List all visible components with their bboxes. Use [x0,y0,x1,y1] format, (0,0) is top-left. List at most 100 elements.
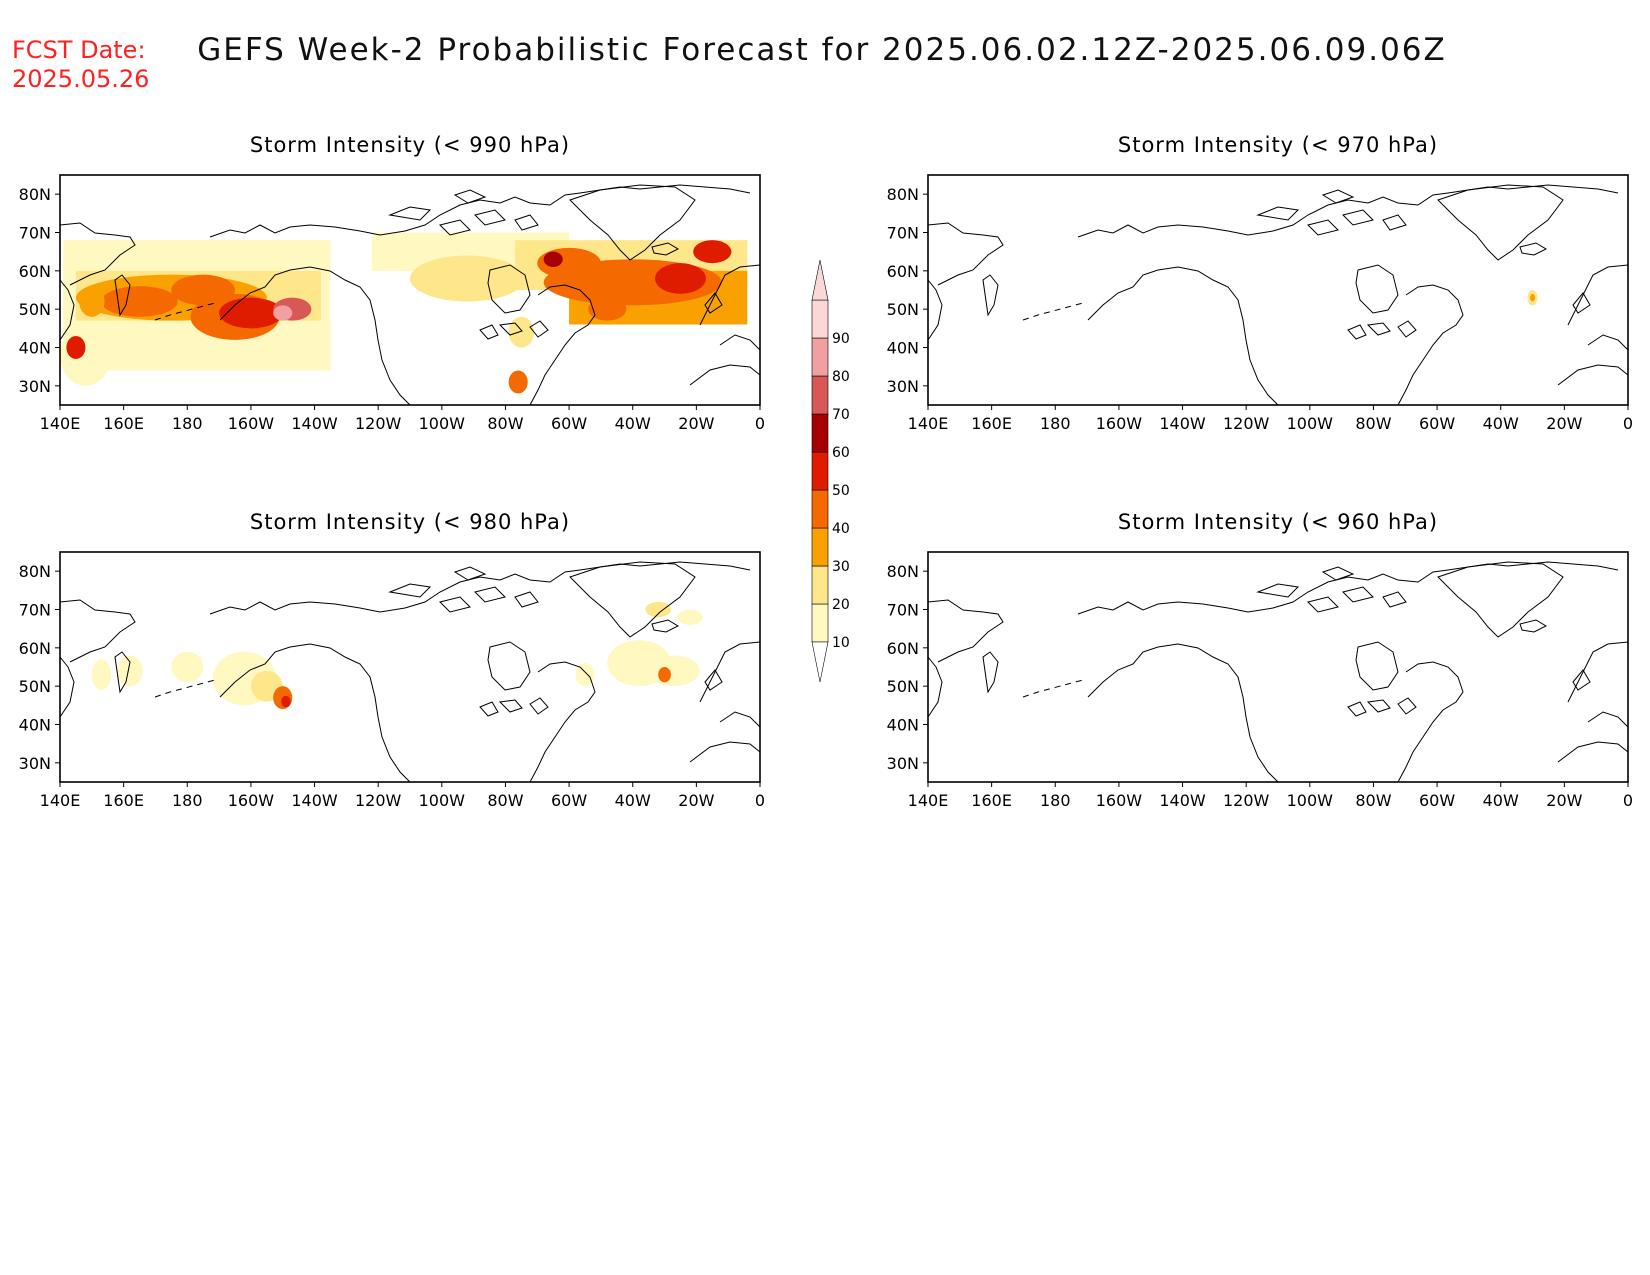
lon-tick-label: 20W [678,414,714,433]
lat-tick-label: 30N [19,377,51,396]
longitude-axis: 140E 160E 180 160W 140W 120W 100W 80W 60W 40W 20W 0 [908,405,1633,433]
probability-area [588,297,627,321]
lon-tick-label: 0 [755,414,765,433]
lat-tick-label: 80N [19,562,51,581]
lat-tick-label: 40N [887,716,919,735]
lon-tick-label: 20W [1546,414,1582,433]
lon-tick-label: 40W [615,414,651,433]
lat-tick-label: 40N [887,339,919,358]
lat-tick-label: 40N [19,339,51,358]
probability-shading [91,601,703,710]
map-panel-980: Storm Intensity (< 980 hPa) 80N 70N 60N 50N… [19,510,765,810]
latitude-axis: 80N 70N 60N 50N 40N 30N [19,185,60,396]
lon-tick-label: 100W [419,791,466,810]
colorbar-label: 10 [832,635,850,651]
coastline [927,561,1629,783]
lon-tick-label: 140E [908,414,949,433]
lon-tick-label: 180 [172,414,203,433]
lon-tick-label: 160E [103,791,144,810]
probability-area [117,655,143,687]
probability-area [101,286,178,317]
lat-tick-label: 50N [19,677,51,696]
lon-tick-label: 180 [1040,414,1071,433]
colorbar-segment [811,299,829,339]
map-frame [59,174,761,406]
probability-area [410,255,525,302]
probability-area [273,305,293,321]
lon-tick-label: 80W [487,414,523,433]
map-panel-970: Storm Intensity (< 970 hPa) 80N 70N 60N 50N… [887,133,1633,433]
lon-tick-label: 60W [551,414,587,433]
lon-tick-label: 60W [1419,414,1455,433]
lon-tick-label: 20W [678,791,714,810]
panel-title: Storm Intensity (< 990 hPa) [250,133,570,157]
probability-area [677,609,703,625]
panel-title: Storm Intensity (< 970 hPa) [1118,133,1438,157]
probability-area [648,655,700,687]
colorbar-label: 20 [832,597,850,613]
lat-tick-label: 80N [19,185,51,204]
lat-tick-label: 60N [19,262,51,281]
colorbar-segment [811,527,829,567]
lon-tick-label: 180 [1040,791,1071,810]
lon-tick-label: 0 [1623,414,1633,433]
colorbar-segment [811,375,829,415]
lat-tick-label: 50N [19,300,51,319]
lon-tick-label: 140W [1159,414,1206,433]
probability-area [658,667,671,683]
lon-tick-label: 120W [355,791,402,810]
colorbar-max-arrow [811,259,829,301]
probability-area [281,695,291,708]
colorbar-legend: 10 20 30 40 50 60 70 80 90 [811,259,850,683]
lon-tick-label: 160E [103,414,144,433]
lon-tick-label: 0 [1623,791,1633,810]
lon-tick-label: 100W [419,414,466,433]
colorbar-segment [811,337,829,377]
fcst-date-label: FCST Date: [12,36,146,64]
probability-area [693,240,732,264]
lon-tick-label: 160W [1096,414,1143,433]
lon-tick-label: 160E [971,791,1012,810]
lon-tick-label: 180 [172,791,203,810]
lat-tick-label: 70N [887,224,919,243]
probability-area [171,651,204,683]
lat-tick-label: 60N [19,639,51,658]
lon-tick-label: 40W [615,791,651,810]
lon-tick-label: 0 [755,791,765,810]
lat-tick-label: 30N [887,754,919,773]
lon-tick-label: 100W [1287,414,1334,433]
longitude-axis: 140E 160E 180 160W 140W 120W 100W 80W 60W 40W 20W 0 [40,405,765,433]
lat-tick-label: 30N [19,754,51,773]
probability-area [60,324,111,386]
lat-tick-label: 60N [887,639,919,658]
lon-tick-label: 120W [1223,414,1270,433]
map-frame [927,551,1629,783]
probability-shading [60,232,748,394]
lon-tick-label: 80W [1355,414,1391,433]
lon-tick-label: 140W [1159,791,1206,810]
lon-tick-label: 40W [1483,414,1519,433]
probability-area [91,659,111,690]
probability-area [79,286,105,317]
lon-tick-label: 80W [1355,791,1391,810]
lon-tick-label: 160W [228,791,275,810]
latitude-axis: 80N 70N 60N 50N 40N 30N [19,562,60,773]
lon-tick-label: 80W [487,791,523,810]
panel-title: Storm Intensity (< 960 hPa) [1118,510,1438,534]
colorbar-label: 90 [832,331,850,347]
latitude-axis: 80N 70N 60N 50N 40N 30N [887,562,928,773]
lon-tick-label: 100W [1287,791,1334,810]
colorbar-segment [811,413,829,453]
colorbar-segment [811,603,829,643]
lat-tick-label: 70N [19,601,51,620]
panel-title: Storm Intensity (< 980 hPa) [250,510,570,534]
probability-area [171,274,235,306]
lon-tick-label: 140E [40,791,81,810]
probability-area [66,336,86,359]
colorbar-label: 80 [832,369,850,385]
probability-area [645,601,671,618]
colorbar-label: 40 [832,521,850,537]
lon-tick-label: 140W [291,791,338,810]
longitude-axis: 140E 160E 180 160W 140W 120W 100W 80W 60W 40W 20W 0 [908,782,1633,810]
